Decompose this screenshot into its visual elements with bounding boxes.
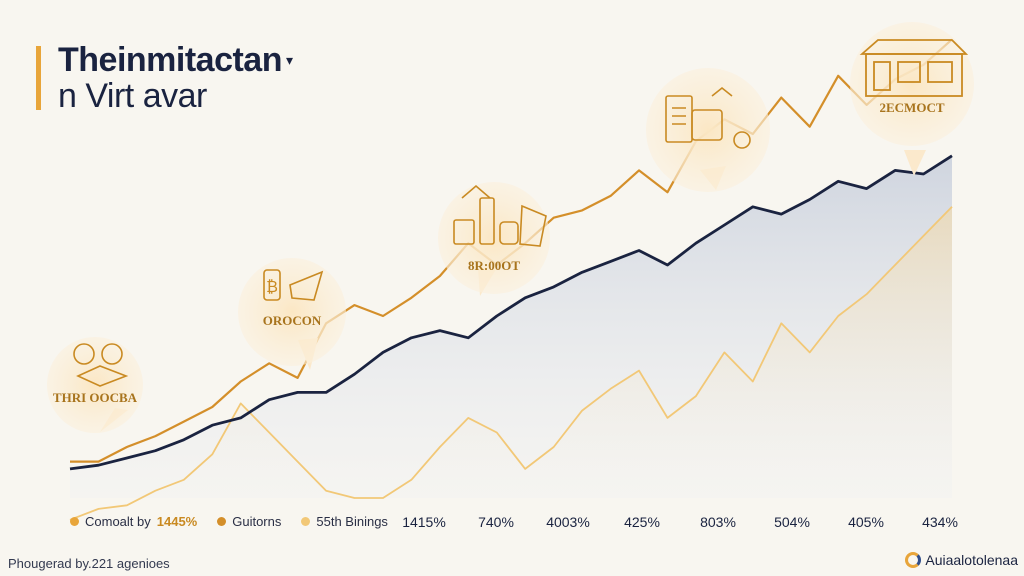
x-tick-label: 434% bbox=[922, 514, 958, 530]
callout-bubble bbox=[47, 337, 143, 433]
callout-bitcoin: ₿ OROCON bbox=[238, 258, 346, 370]
x-tick-label: 1415% bbox=[402, 514, 446, 530]
callout-label: 2ECMOCT bbox=[880, 100, 945, 115]
callout-storefront: 2ECMOCT bbox=[850, 22, 974, 176]
callout-bubble bbox=[850, 22, 974, 146]
callout-label: OROCON bbox=[263, 313, 322, 328]
legend-label-3: 55th Binings bbox=[316, 514, 388, 529]
footer-credit: Phougerad by.221 agenioes bbox=[8, 556, 170, 571]
title-block: Theinmitactan ▾ n Virt avar bbox=[36, 42, 293, 114]
legend-label-1: Comoalt by bbox=[85, 514, 151, 529]
x-tick-label: 740% bbox=[478, 514, 514, 530]
callout-bubble bbox=[646, 68, 770, 192]
chart-title-line-2: n Virt avar bbox=[58, 77, 207, 115]
callout-coins: THRI OOCBA bbox=[47, 337, 143, 433]
x-tick-label: 4003% bbox=[546, 514, 590, 530]
legend-item-1: Comoalt by 1445% bbox=[70, 514, 197, 529]
series-gold-area-fill bbox=[70, 206, 952, 520]
legend-swatch-2 bbox=[217, 517, 227, 526]
legend-item-2: Guitorns bbox=[217, 514, 281, 529]
title-mark-icon: ▾ bbox=[285, 52, 293, 68]
callout-label: 8R:00OT bbox=[468, 258, 520, 273]
legend-swatch-3 bbox=[301, 517, 311, 526]
legend-value-1: 1445% bbox=[156, 514, 198, 529]
x-tick-label: 405% bbox=[848, 514, 884, 530]
x-axis-ticks: 1415% 740% 4003% 425% 803% 504% 405% 434… bbox=[0, 514, 1024, 534]
x-tick-label: 425% bbox=[624, 514, 660, 530]
legend-item-3: 55th Binings bbox=[301, 514, 388, 529]
svg-text:₿: ₿ bbox=[266, 278, 278, 296]
storefront-icon bbox=[859, 39, 969, 97]
products-icon bbox=[453, 184, 547, 247]
chart-title-line-1: Theinmitactan ▾ bbox=[58, 41, 293, 79]
callout-products: 8R:00OT bbox=[438, 182, 550, 296]
brand-name: Auiaalotolenaa bbox=[925, 552, 1018, 568]
x-tick-label: 504% bbox=[774, 514, 810, 530]
legend-label-2: Guitorns bbox=[232, 514, 282, 529]
legend-swatch-1 bbox=[70, 517, 79, 526]
series-line-light-gold bbox=[69, 206, 953, 521]
documents-icon bbox=[665, 86, 751, 149]
x-tick-label: 803% bbox=[700, 514, 736, 530]
chart-legend: Comoalt by 1445% Guitorns 55th Binings bbox=[70, 514, 388, 529]
title-accent-bar bbox=[36, 46, 41, 110]
bitcoin-icon: ₿ bbox=[263, 269, 324, 301]
footer-brand: Auiaalotolenaa bbox=[905, 552, 1018, 568]
callout-documents bbox=[646, 68, 770, 192]
callout-bubble bbox=[238, 258, 346, 366]
series-line-navy bbox=[69, 154, 953, 471]
brand-logo-icon bbox=[905, 552, 922, 568]
callout-label: THRI OOCBA bbox=[53, 390, 138, 405]
coin-icon bbox=[73, 343, 129, 387]
